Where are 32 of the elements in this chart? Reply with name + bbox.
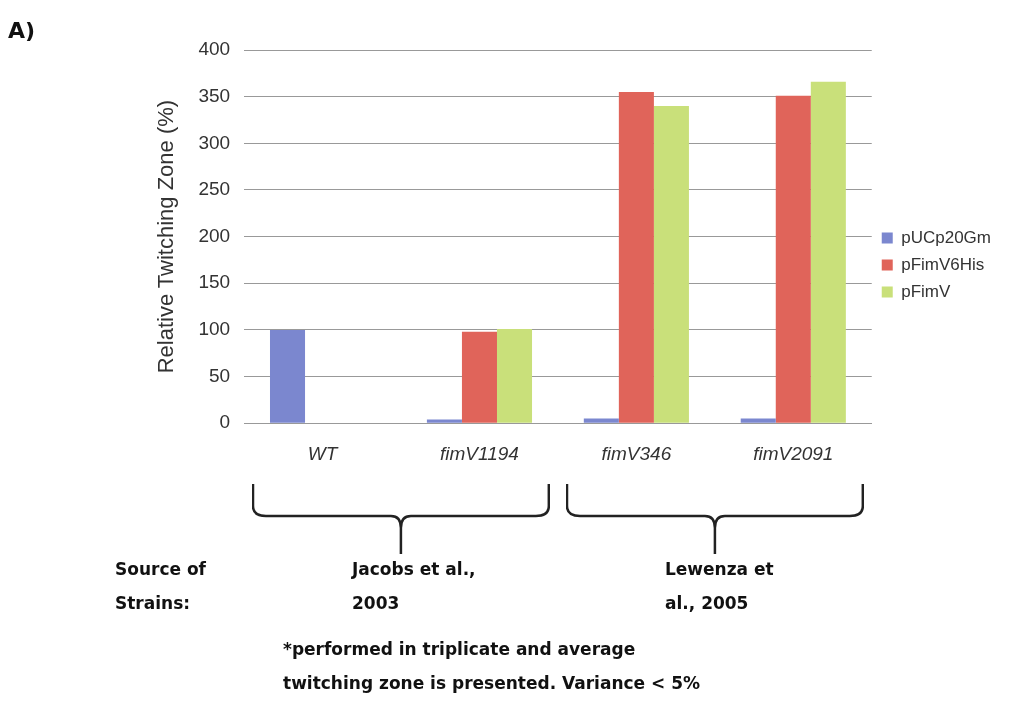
y-tick-label: 100: [198, 318, 231, 340]
bar: [583, 418, 619, 423]
bar: [810, 81, 846, 423]
bar: [653, 105, 689, 423]
legend-label: pFimV6His: [901, 254, 985, 274]
y-axis-title: Relative Twitching Zone (%): [153, 99, 179, 374]
legend-label: pFimV: [901, 281, 952, 301]
y-tick-label: 200: [198, 224, 231, 246]
y-tick-label: 350: [198, 84, 231, 106]
y-tick-label: 0: [219, 411, 231, 433]
text: Jacobs et al., 2003: [352, 558, 477, 615]
y-tick-label: 150: [198, 271, 231, 293]
text: *performed in triplicate and average twitching zone is presented. Variance < 5%: [283, 638, 702, 695]
legend-label: pUCp20Gm: [901, 227, 992, 247]
x-tick-label: fimV2091: [753, 442, 834, 464]
x-tick-label: fimV1194: [440, 442, 519, 464]
bar: [461, 331, 497, 423]
bar: [426, 419, 462, 423]
source-note: Source of Strains:: [115, 558, 207, 615]
y-tick-label: 300: [198, 131, 231, 153]
y-tick-label: 250: [198, 178, 231, 200]
text: Lewenza et al., 2005: [665, 558, 775, 615]
y-tick-label: 400: [198, 38, 231, 60]
bar: [269, 329, 306, 423]
x-tick-label: fimV346: [601, 442, 672, 464]
text: A): [8, 18, 36, 43]
bar: [740, 418, 776, 423]
bar: [618, 91, 654, 423]
bar: [775, 95, 811, 423]
bar: [496, 328, 533, 423]
x-tick-label: WT: [307, 442, 339, 464]
y-tick-label: 50: [208, 364, 231, 386]
